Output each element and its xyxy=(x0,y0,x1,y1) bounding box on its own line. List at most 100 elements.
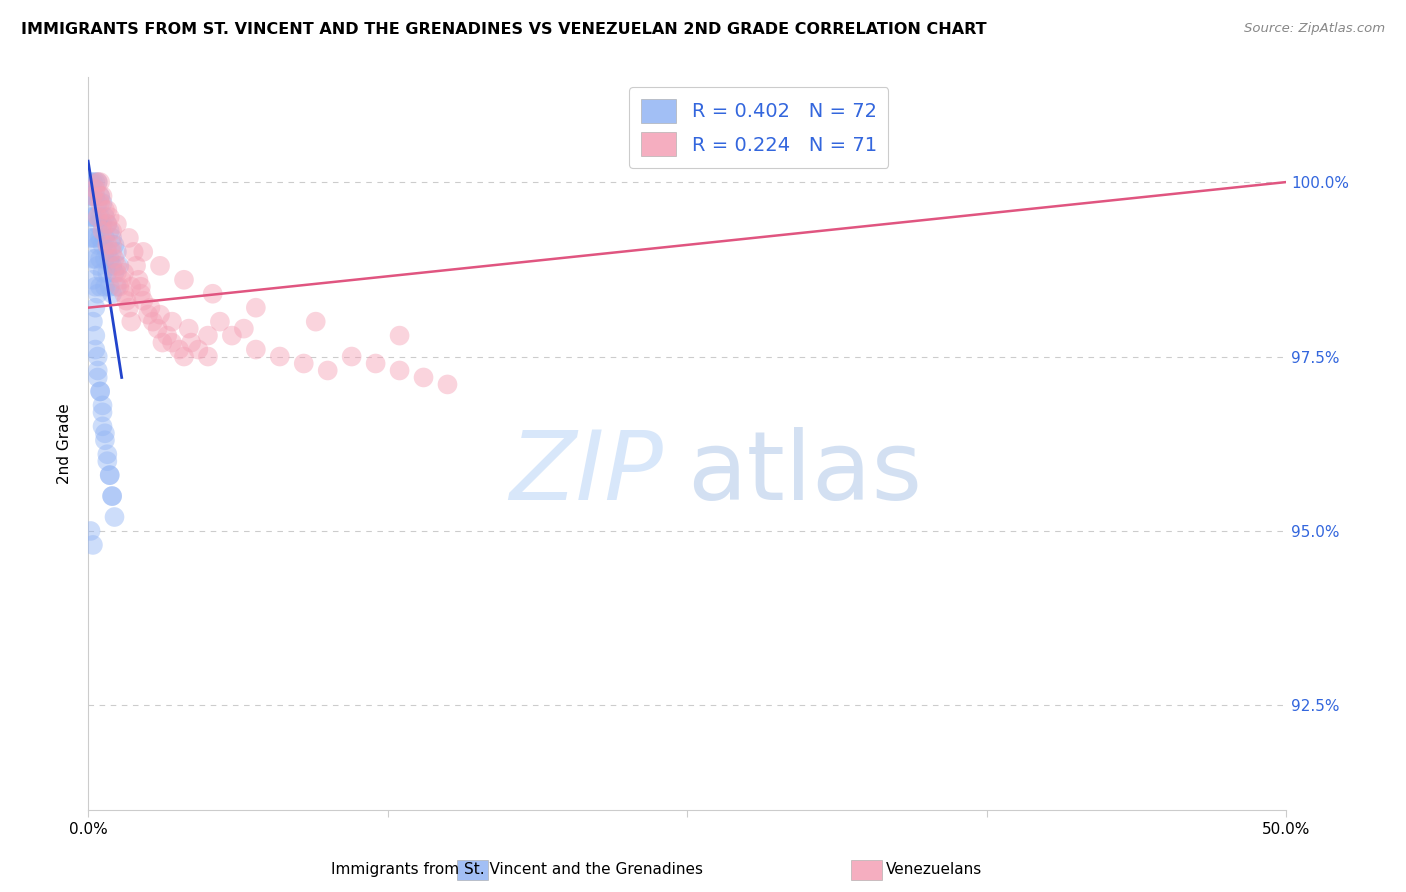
Point xyxy=(84,252,107,266)
Point xyxy=(98,468,121,483)
Point xyxy=(120,279,142,293)
Point xyxy=(127,273,149,287)
Point xyxy=(129,279,152,293)
Point xyxy=(118,301,141,315)
Point xyxy=(129,286,152,301)
Point xyxy=(87,350,110,364)
Point xyxy=(132,293,155,308)
Point xyxy=(105,266,128,280)
Point xyxy=(108,279,131,293)
Point xyxy=(84,301,107,315)
Point xyxy=(89,384,111,399)
Point xyxy=(105,259,128,273)
Point xyxy=(87,217,110,231)
Point xyxy=(105,217,128,231)
Point xyxy=(125,259,148,273)
Point xyxy=(156,328,179,343)
Point xyxy=(112,286,135,301)
Point xyxy=(388,328,411,343)
Point xyxy=(89,231,111,245)
Point xyxy=(89,175,111,189)
Point xyxy=(103,266,125,280)
Point xyxy=(187,343,209,357)
Text: IMMIGRANTS FROM ST. VINCENT AND THE GRENADINES VS VENEZUELAN 2ND GRADE CORRELATI: IMMIGRANTS FROM ST. VINCENT AND THE GREN… xyxy=(21,22,987,37)
Point xyxy=(84,231,107,245)
Point xyxy=(436,377,458,392)
Point xyxy=(142,315,165,329)
Point xyxy=(82,189,104,203)
Point xyxy=(197,328,219,343)
Point xyxy=(94,279,117,293)
Point xyxy=(101,489,124,503)
Text: Source: ZipAtlas.com: Source: ZipAtlas.com xyxy=(1244,22,1385,36)
Point xyxy=(412,370,434,384)
Point xyxy=(340,350,363,364)
Point xyxy=(89,210,111,224)
Point xyxy=(87,370,110,384)
Point xyxy=(82,210,104,224)
Point xyxy=(87,238,110,252)
Point xyxy=(87,259,110,273)
Point xyxy=(89,384,111,399)
Point xyxy=(87,175,110,189)
Point xyxy=(94,434,117,448)
Point xyxy=(245,301,267,315)
Point xyxy=(87,286,110,301)
Point xyxy=(98,224,121,238)
Point xyxy=(105,244,128,259)
Point xyxy=(84,175,107,189)
Point xyxy=(87,175,110,189)
Point xyxy=(84,189,107,203)
Point xyxy=(103,238,125,252)
Point xyxy=(84,210,107,224)
Point xyxy=(96,217,118,231)
Point xyxy=(79,175,101,189)
Point xyxy=(84,182,107,196)
Point xyxy=(91,224,114,238)
Point xyxy=(101,286,124,301)
Point xyxy=(180,335,202,350)
Point xyxy=(87,196,110,211)
Point xyxy=(82,538,104,552)
Point xyxy=(89,279,111,293)
Point xyxy=(118,231,141,245)
Point xyxy=(112,266,135,280)
Point xyxy=(120,315,142,329)
Point xyxy=(177,321,200,335)
Point xyxy=(79,210,101,224)
Legend: R = 0.402   N = 72, R = 0.224   N = 71: R = 0.402 N = 72, R = 0.224 N = 71 xyxy=(630,87,889,168)
Point xyxy=(98,210,121,224)
Point xyxy=(132,244,155,259)
Point xyxy=(146,321,169,335)
Point xyxy=(208,315,231,329)
Point xyxy=(79,189,101,203)
Point xyxy=(245,343,267,357)
Point xyxy=(160,315,183,329)
Point xyxy=(388,363,411,377)
Point xyxy=(96,266,118,280)
Point xyxy=(136,308,159,322)
Point xyxy=(108,259,131,273)
Text: ZIP: ZIP xyxy=(509,426,664,519)
Text: atlas: atlas xyxy=(688,426,922,519)
Point xyxy=(96,238,118,252)
Point xyxy=(91,405,114,419)
Point xyxy=(91,238,114,252)
Point xyxy=(96,217,118,231)
Point xyxy=(101,489,124,503)
Point xyxy=(87,210,110,224)
Point xyxy=(94,252,117,266)
Point xyxy=(101,231,124,245)
Point xyxy=(91,419,114,434)
Point xyxy=(305,315,328,329)
Point xyxy=(269,350,291,364)
Point xyxy=(84,343,107,357)
Point xyxy=(98,279,121,293)
Point xyxy=(292,357,315,371)
Point xyxy=(101,224,124,238)
Point xyxy=(139,301,162,315)
Point xyxy=(96,244,118,259)
Point xyxy=(98,468,121,483)
Point xyxy=(89,189,111,203)
Point xyxy=(89,196,111,211)
